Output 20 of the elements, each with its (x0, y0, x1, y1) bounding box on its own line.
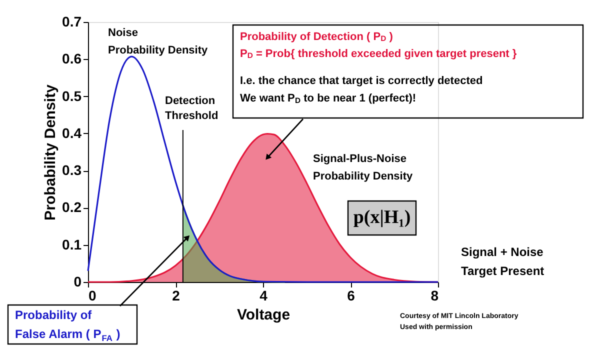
x-tick-label: 2 (172, 288, 180, 304)
x-tick-label: 8 (430, 288, 439, 304)
y-tick-label: 0.4 (62, 124, 82, 141)
y-tick-label: 0.7 (62, 14, 82, 30)
y-tick-label: 0.5 (62, 88, 82, 104)
ref-line-label: Detection Threshold (165, 95, 218, 122)
y-tick-label: 0.1 (62, 236, 82, 252)
x-tick-label: 4 (260, 288, 268, 304)
y-tick-label: 0.6 (62, 50, 82, 67)
x-tick-label: 0 (88, 288, 96, 304)
y-tick-label: 0 (74, 274, 82, 290)
x-axis-title: Voltage (236, 306, 290, 324)
y-tick-label: 0.2 (62, 199, 82, 216)
annotation: Noise Probability Density (108, 27, 209, 57)
annotation: Signal-Plus-Noise Probability Density (313, 153, 414, 183)
y-tick-label: 0.3 (62, 162, 82, 178)
x-tick-label: 6 (347, 288, 356, 304)
y-axis-title: Probability Density (42, 84, 60, 220)
annotation: p(x|H₁) (353, 207, 411, 228)
text: Signal + Noise Target Present (461, 245, 544, 278)
